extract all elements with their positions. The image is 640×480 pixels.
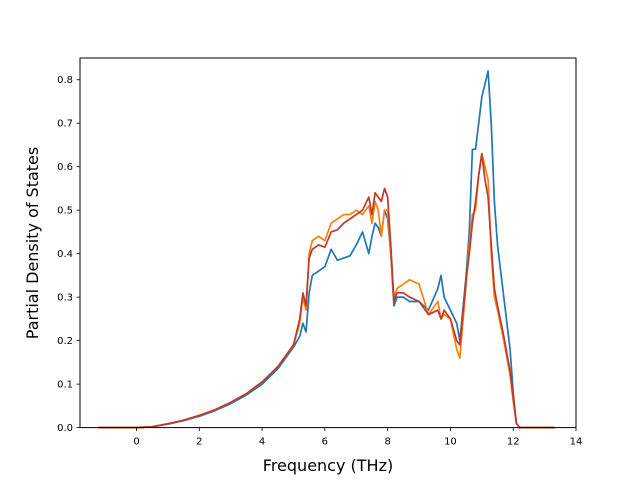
x-tick-label: 12 (507, 437, 520, 448)
x-tick-label: 0 (133, 437, 139, 448)
y-axis-title: Partial Density of States (23, 147, 42, 339)
series-layer (97, 70, 555, 429)
y-tick-label: 0.7 (57, 119, 73, 130)
x-tick-label: 10 (444, 437, 457, 448)
y-tick-label: 0.4 (57, 249, 73, 260)
series-line-2 (97, 152, 555, 429)
y-tick-label: 0.3 (57, 293, 73, 304)
y-tick-label: 0.0 (57, 423, 73, 434)
plot-frame (79, 57, 577, 429)
x-axis-ticks: 0 2 4 6 8 10 12 14 (133, 427, 583, 448)
y-tick-label: 0.5 (57, 206, 73, 217)
series-line-3 (97, 152, 555, 429)
x-tick-label: 2 (196, 437, 202, 448)
y-tick-label: 0.2 (57, 336, 73, 347)
x-tick-label: 6 (322, 437, 328, 448)
x-tick-label: 4 (259, 437, 265, 448)
y-axis-ticks: 0.0 0.1 0.2 0.3 0.4 0.5 0.6 0.7 0.8 (57, 75, 80, 434)
x-tick-label: 8 (384, 437, 390, 448)
y-tick-label: 0.8 (57, 75, 73, 86)
series-line-1 (97, 70, 555, 429)
y-tick-label: 0.6 (57, 162, 73, 173)
y-tick-label: 0.1 (57, 380, 73, 391)
x-tick-label: 14 (570, 437, 583, 448)
x-axis-title: Frequency (THz) (263, 456, 393, 475)
